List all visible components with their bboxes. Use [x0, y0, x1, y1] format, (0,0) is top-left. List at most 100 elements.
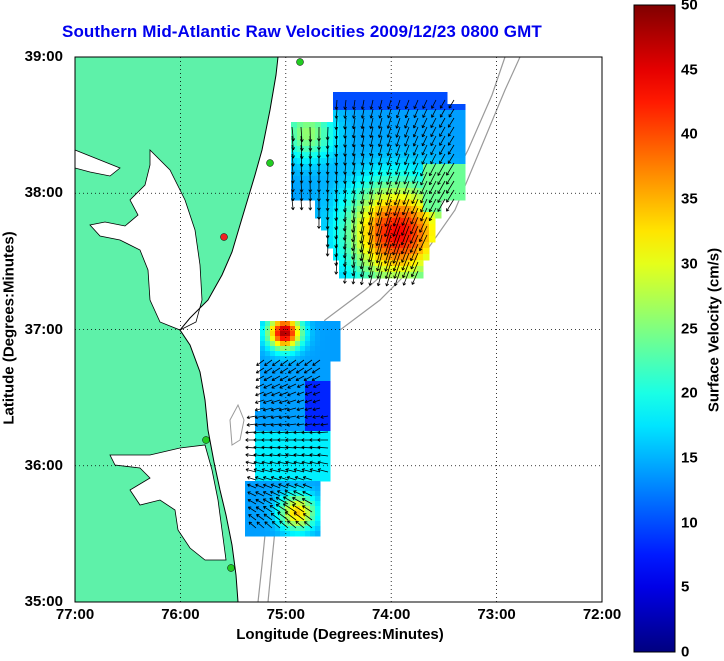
velocity-cell — [315, 451, 321, 457]
velocity-arrow — [253, 453, 265, 457]
velocity-cell — [295, 496, 301, 502]
velocity-cell — [429, 170, 436, 177]
velocity-arrow — [375, 225, 383, 247]
velocity-cell — [320, 401, 326, 407]
velocity-cell — [393, 266, 400, 273]
velocity-cell — [411, 110, 418, 117]
velocity-cell — [441, 146, 448, 153]
velocity-arrow — [439, 144, 446, 155]
velocity-cell — [315, 496, 321, 502]
velocity-arrow — [430, 126, 437, 138]
velocity-cell — [381, 182, 388, 189]
velocity-cell — [375, 134, 382, 141]
velocity-cell — [357, 128, 364, 135]
velocity-cell — [320, 366, 326, 372]
velocity-arrow — [302, 490, 313, 497]
velocity-cell — [303, 140, 310, 147]
velocity-cell — [275, 511, 281, 517]
velocity-cell — [300, 491, 306, 497]
velocity-cell — [387, 254, 394, 261]
velocity-cell — [399, 134, 406, 141]
velocity-cell — [320, 321, 326, 327]
velocity-cell — [423, 176, 430, 183]
velocity-cell — [305, 401, 311, 407]
velocity-cell — [333, 164, 340, 171]
velocity-cell — [291, 170, 298, 177]
velocity-cell — [453, 188, 460, 195]
velocity-cell — [295, 396, 301, 402]
velocity-cell — [429, 98, 436, 105]
velocity-cell — [315, 481, 321, 487]
velocity-cell — [260, 401, 266, 407]
velocity-cell — [369, 266, 376, 273]
velocity-cell — [260, 336, 266, 342]
velocity-arrow — [255, 498, 265, 505]
velocity-arrow — [446, 198, 455, 212]
velocity-arrow — [320, 422, 329, 427]
velocity-cell — [435, 98, 442, 105]
velocity-cell — [280, 406, 286, 412]
velocity-arrow — [317, 453, 329, 457]
velocity-cell — [260, 431, 266, 437]
velocity-cell — [290, 336, 296, 342]
velocity-arrow — [369, 162, 374, 175]
velocity-arrow — [286, 407, 297, 412]
velocity-cell — [387, 146, 394, 153]
velocity-cell — [260, 451, 266, 457]
velocity-cell — [295, 346, 301, 352]
colorbar-tick-label: 25 — [681, 320, 698, 337]
velocity-arrow — [263, 506, 273, 513]
velocity-cell — [447, 176, 454, 183]
velocity-cell — [270, 326, 276, 332]
velocity-cell — [369, 248, 376, 255]
velocity-cell — [399, 176, 406, 183]
velocity-cell — [345, 92, 352, 99]
velocity-cell — [310, 336, 316, 342]
velocity-cell — [270, 446, 276, 452]
velocity-cell — [265, 511, 271, 517]
velocity-arrow — [286, 415, 297, 420]
velocity-arrow — [384, 198, 392, 217]
velocity-arrow — [411, 270, 419, 285]
velocity-arrow — [262, 483, 273, 489]
velocity-arrow — [309, 460, 321, 465]
velocity-arrow — [369, 108, 374, 119]
velocity-cell — [325, 401, 331, 407]
velocity-cell — [270, 331, 276, 337]
velocity-cell — [255, 496, 261, 502]
velocity-cell — [417, 242, 424, 249]
velocity-cell — [295, 481, 301, 487]
velocity-cell — [290, 481, 296, 487]
velocity-cell — [399, 152, 406, 159]
velocity-cell — [369, 224, 376, 231]
velocity-cell — [275, 496, 281, 502]
velocity-cell — [265, 521, 271, 527]
velocity-cell — [320, 396, 326, 402]
velocity-arrow — [386, 126, 392, 138]
velocity-cell — [310, 491, 316, 497]
velocity-cell — [325, 406, 331, 412]
velocity-cell — [285, 416, 291, 422]
velocity-cell — [265, 356, 271, 362]
velocity-cell — [275, 456, 281, 462]
velocity-cell — [411, 128, 418, 135]
velocity-arrow — [395, 99, 401, 110]
velocity-cell — [275, 341, 281, 347]
velocity-cell — [315, 421, 321, 427]
velocity-cell — [291, 146, 298, 153]
velocity-arrow — [400, 234, 410, 255]
velocity-cell — [295, 526, 301, 532]
velocity-cell — [295, 416, 301, 422]
velocity-cell — [345, 212, 352, 219]
velocity-cell — [310, 451, 316, 457]
velocity-arrow — [422, 99, 428, 109]
velocity-cell — [333, 200, 340, 207]
velocity-cell — [320, 471, 326, 477]
velocity-cell — [411, 176, 418, 183]
velocity-cell — [320, 351, 326, 357]
velocity-arrow — [401, 243, 410, 263]
velocity-cell — [270, 426, 276, 432]
velocity-arrow — [245, 453, 257, 457]
velocity-cell — [339, 176, 346, 183]
velocity-arrow — [312, 399, 321, 404]
